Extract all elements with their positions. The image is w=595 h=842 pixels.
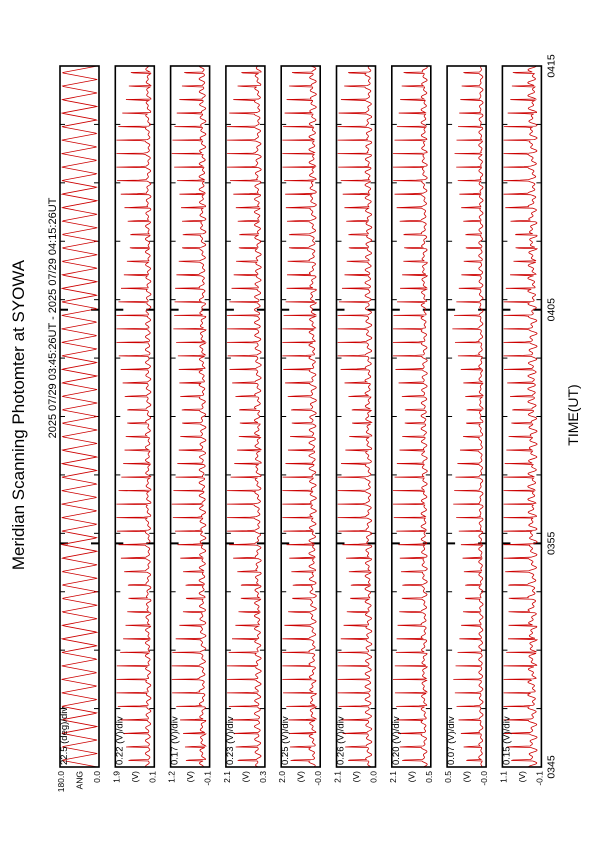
panel-ch4: 0.25 (V)/div 2.0 (V) -0.0 <box>277 65 323 786</box>
panel-ch2: 0.17 (V)/div 1.2 (V) -0.1 <box>167 65 213 786</box>
scale-label: 0.23 (V)/div <box>225 716 236 765</box>
amplitude-bottom-tick: -0.1 <box>534 771 544 786</box>
series-angle <box>60 65 99 768</box>
unit-label: ANG <box>75 771 85 789</box>
scale-label: 0.25 (V)/div <box>280 716 291 765</box>
panel-frame <box>446 65 487 768</box>
scale-label: 0.22 (V)/div <box>114 716 125 765</box>
chart-title: Meridian Scanning Photomter at SYOWA <box>9 259 28 570</box>
amplitude-top-tick: 2.1 <box>388 771 398 783</box>
panel-frame <box>59 65 100 768</box>
panel-frame <box>501 65 543 768</box>
panel-frame <box>335 65 377 768</box>
amplitude-top-tick: 1.1 <box>498 771 508 783</box>
amplitude-top-tick: 2.1 <box>333 771 343 783</box>
series-ch7 <box>452 65 484 768</box>
scale-label: 0.07 (V)/div <box>446 716 457 765</box>
amplitude-bottom-tick: 0.0 <box>92 771 102 783</box>
amplitude-top-tick: 180.0 <box>56 771 66 793</box>
scale-label: 0.15 (V)/div <box>501 716 512 765</box>
x-tick-label: 0405 <box>545 298 557 322</box>
amplitude-bottom-tick: -0.0 <box>479 771 489 786</box>
amplitude-bottom-tick: -0.1 <box>203 771 213 786</box>
x-tick-label: 0355 <box>545 532 557 556</box>
amplitude-top-tick: 2.0 <box>277 771 287 783</box>
series-ch5 <box>337 65 373 768</box>
series-ch1 <box>116 65 152 768</box>
panel-frame <box>390 65 432 768</box>
scale-label: 0.20 (V)/div <box>391 716 402 765</box>
chart-subtitle: 2025 07/29 03:45:26UT - 2025 07/29 04:15… <box>47 197 59 438</box>
amplitude-bottom-tick: -0.0 <box>313 771 323 786</box>
unit-label: (V) <box>296 771 306 783</box>
unit-label: (V) <box>185 771 195 783</box>
unit-label: (V) <box>240 771 250 783</box>
series-ch6 <box>392 65 429 768</box>
panel-ch1: 0.22 (V)/div 1.9 (V) 0.1 <box>111 65 157 783</box>
amplitude-top-tick: 1.2 <box>167 771 177 783</box>
panel-ch3: 0.23 (V)/div 2.1 (V) 0.3 <box>222 65 268 783</box>
series-ch2 <box>171 65 207 768</box>
x-axis-label: TIME(UT) <box>565 384 581 445</box>
panel-ch7: 0.07 (V)/div 0.5 (V) -0.0 <box>443 65 489 786</box>
panel-ch6: 0.20 (V)/div 2.1 (V) 0.5 <box>388 65 434 783</box>
series-ch3 <box>227 65 263 768</box>
panel-ch8: 0.15 (V)/div 1.1 (V) -0.1 <box>498 65 544 786</box>
unit-label: (V) <box>406 771 416 783</box>
amplitude-top-tick: 2.1 <box>222 771 232 783</box>
amplitude-bottom-tick: 0.1 <box>147 771 157 783</box>
unit-label: (V) <box>351 771 361 783</box>
scale-label: 0.26 (V)/div <box>336 716 347 765</box>
unit-label: (V) <box>130 771 140 783</box>
scale-label: 0.17 (V)/div <box>170 716 181 765</box>
unit-label: (V) <box>462 771 472 783</box>
amplitude-top-tick: 1.9 <box>111 771 121 783</box>
series-ch8 <box>503 65 539 768</box>
amplitude-bottom-tick: 0.3 <box>258 771 268 783</box>
x-tick-label: 0345 <box>545 755 557 779</box>
x-tick-label: 0415 <box>545 54 557 78</box>
scale-label: 22.5 (deg)/div <box>59 707 70 765</box>
x-tick-labels: 0345 0355 0405 0415 <box>545 54 557 779</box>
unit-label: (V) <box>517 771 527 783</box>
panel-frame <box>169 65 211 768</box>
panel-frame <box>225 65 266 768</box>
panel-angle: 22.5 (deg)/div 180.0 ANG 0.0 <box>56 65 102 793</box>
amplitude-bottom-tick: 0.0 <box>369 771 379 783</box>
panel-ch5: 0.26 (V)/div 2.1 (V) 0.0 <box>333 65 379 783</box>
amplitude-bottom-tick: 0.5 <box>424 771 434 783</box>
panel-frame <box>280 65 322 768</box>
amplitude-top-tick: 0.5 <box>443 771 453 783</box>
panel-frame <box>114 65 156 768</box>
panels-group: 22.5 (deg)/div 180.0 ANG 0.0 0.22 (V)/div 1.9… <box>56 65 544 793</box>
series-ch4 <box>282 65 318 768</box>
